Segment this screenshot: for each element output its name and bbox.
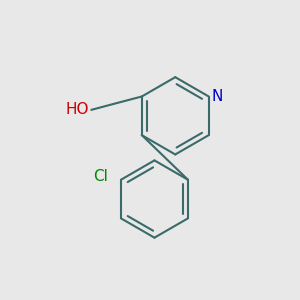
- Text: HO: HO: [65, 102, 89, 117]
- Text: Cl: Cl: [93, 169, 108, 184]
- Text: N: N: [212, 89, 223, 104]
